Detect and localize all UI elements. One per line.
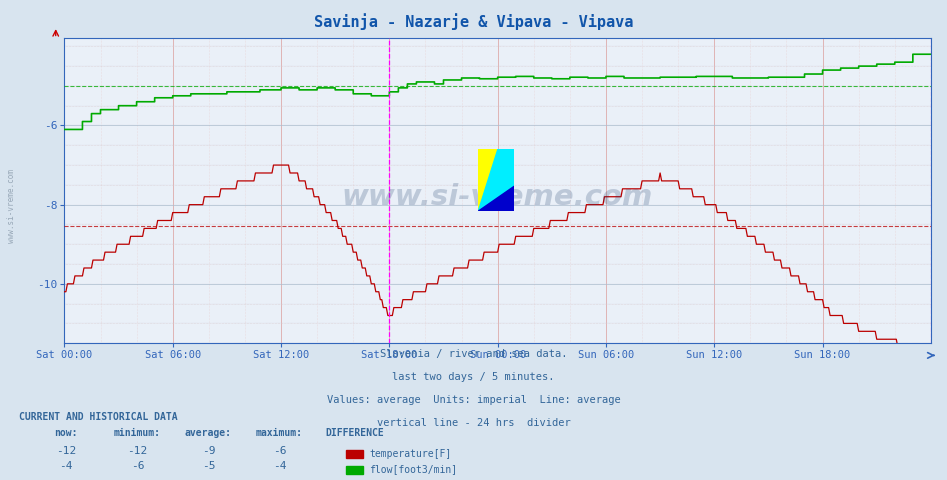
Text: DIFFERENCE: DIFFERENCE bbox=[326, 428, 384, 438]
Polygon shape bbox=[478, 149, 498, 211]
Text: -5: -5 bbox=[202, 461, 215, 471]
Text: now:: now: bbox=[55, 428, 78, 438]
Text: -12: -12 bbox=[127, 445, 148, 456]
Polygon shape bbox=[478, 149, 514, 211]
Text: CURRENT AND HISTORICAL DATA: CURRENT AND HISTORICAL DATA bbox=[19, 412, 178, 422]
Text: -4: -4 bbox=[60, 461, 73, 471]
Text: www.si-vreme.com: www.si-vreme.com bbox=[342, 183, 653, 211]
Text: temperature[F]: temperature[F] bbox=[369, 449, 452, 458]
Text: -12: -12 bbox=[56, 445, 77, 456]
Polygon shape bbox=[478, 186, 514, 211]
Text: www.si-vreme.com: www.si-vreme.com bbox=[7, 169, 16, 243]
Text: maximum:: maximum: bbox=[256, 428, 303, 438]
Text: -6: -6 bbox=[273, 445, 286, 456]
Text: Savinja - Nazarje & Vipava - Vipava: Savinja - Nazarje & Vipava - Vipava bbox=[313, 13, 634, 30]
Text: last two days / 5 minutes.: last two days / 5 minutes. bbox=[392, 372, 555, 382]
Text: flow[foot3/min]: flow[foot3/min] bbox=[369, 465, 457, 474]
Text: minimum:: minimum: bbox=[114, 428, 161, 438]
Text: vertical line - 24 hrs  divider: vertical line - 24 hrs divider bbox=[377, 419, 570, 428]
Text: -9: -9 bbox=[202, 445, 215, 456]
Text: Slovenia / river and sea data.: Slovenia / river and sea data. bbox=[380, 349, 567, 359]
Text: -6: -6 bbox=[131, 461, 144, 471]
Text: -4: -4 bbox=[273, 461, 286, 471]
Text: Values: average  Units: imperial  Line: average: Values: average Units: imperial Line: av… bbox=[327, 396, 620, 405]
Text: average:: average: bbox=[185, 428, 232, 438]
